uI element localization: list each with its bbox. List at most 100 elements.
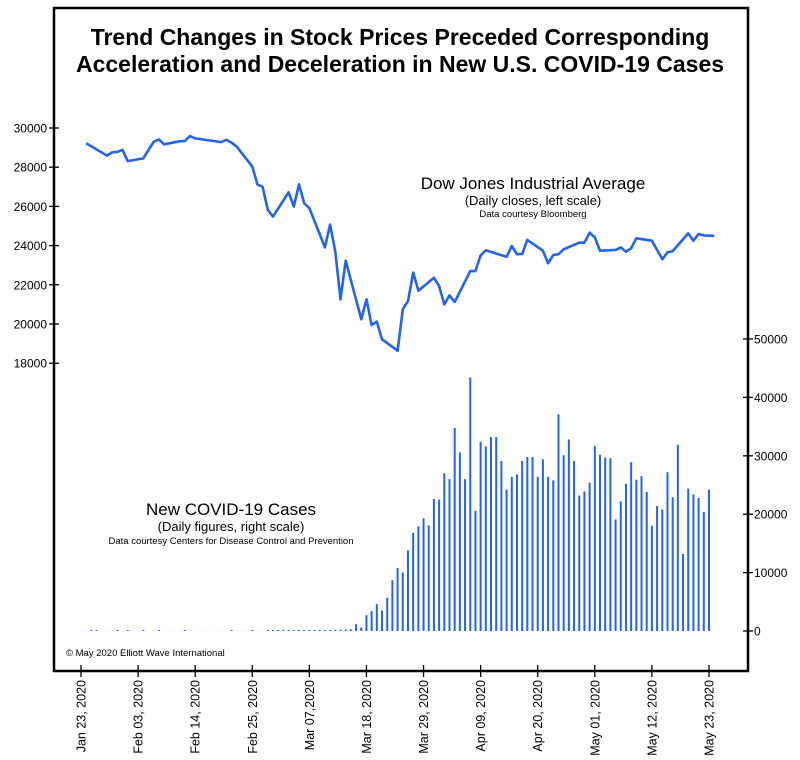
covid-bar: [578, 495, 581, 631]
left-tick-label: 26000: [14, 200, 48, 214]
x-tick-label: Feb 25, 2020: [246, 680, 260, 754]
x-tick-label: Apr 20, 2020: [531, 680, 545, 752]
covid-bar: [630, 462, 633, 631]
covid-bar: [593, 445, 596, 631]
covid-source: Data courtesy Centers for Disease Contro…: [108, 536, 353, 547]
covid-bar: [650, 525, 653, 631]
covid-bar: [349, 629, 352, 631]
covid-bar: [417, 526, 420, 631]
dow-label: Dow Jones Industrial Average: [421, 174, 646, 193]
covid-bar: [656, 506, 659, 631]
right-axis: 0 10000 20000 30000 40000 50000: [743, 333, 788, 639]
covid-bar: [495, 437, 498, 631]
covid-bar: [152, 630, 155, 631]
covid-bar: [214, 630, 217, 631]
covid-bar: [557, 414, 560, 631]
covid-bar: [194, 630, 197, 631]
x-tick-label: Feb 14, 2020: [189, 680, 203, 754]
covid-bar: [183, 630, 186, 631]
covid-bar: [583, 491, 586, 631]
covid-bar: [547, 476, 550, 631]
covid-bar: [469, 377, 472, 631]
covid-bar: [157, 630, 160, 631]
covid-bar: [604, 457, 607, 631]
covid-bar: [661, 509, 664, 631]
plot-frame: [52, 6, 750, 673]
covid-bar: [220, 630, 223, 631]
right-tick-label: 0: [754, 625, 761, 639]
covid-bar: [541, 459, 544, 631]
covid-bar: [401, 572, 404, 631]
covid-bar: [90, 630, 93, 631]
covid-bar: [292, 630, 295, 631]
covid-bar: [645, 492, 648, 631]
covid-bar: [308, 630, 311, 631]
dow-sublabel: (Daily closes, left scale): [465, 193, 602, 208]
covid-bar: [396, 567, 399, 631]
covid-bar: [682, 553, 685, 631]
covid-bar: [562, 455, 565, 631]
x-tick-label: May 01, 2020: [588, 680, 602, 756]
covid-bar: [126, 630, 129, 631]
covid-bar: [287, 630, 290, 631]
covid-bar: [567, 439, 570, 631]
covid-bar: [303, 630, 306, 631]
covid-bar: [552, 480, 555, 631]
dow-line-group: [85, 134, 715, 353]
covid-bar: [635, 479, 638, 631]
chart-title-line-2: Acceleration and Deceleration in New U.S…: [76, 51, 724, 77]
covid-bar: [412, 532, 415, 631]
right-tick-label: 40000: [754, 391, 788, 405]
covid-bar: [230, 630, 233, 631]
covid-bar: [458, 452, 461, 631]
covid-bar: [163, 630, 166, 631]
covid-bar: [505, 489, 508, 631]
left-tick-label: 20000: [14, 318, 48, 332]
covid-bar: [318, 630, 321, 631]
covid-bar: [142, 630, 145, 631]
covid-bar: [173, 630, 176, 631]
covid-bar: [199, 630, 202, 631]
covid-bar: [370, 611, 373, 631]
covid-bar: [490, 437, 493, 631]
covid-bar: [277, 630, 280, 631]
x-tick-label: May 12, 2020: [645, 680, 659, 756]
covid-bar: [209, 630, 212, 631]
covid-bar: [297, 630, 300, 631]
right-tick-label: 30000: [754, 449, 788, 463]
covid-bar: [707, 489, 710, 631]
covid-bar: [80, 630, 82, 631]
covid-bar: [526, 456, 529, 631]
covid-bar: [464, 479, 467, 631]
covid-bar: [624, 483, 627, 631]
covid-sublabel: (Daily figures, right scale): [158, 519, 305, 534]
covid-bar: [614, 519, 617, 631]
covid-bar: [443, 473, 446, 631]
covid-bar: [111, 630, 114, 631]
covid-bar: [256, 630, 259, 631]
covid-bar: [355, 624, 358, 631]
left-tick-label: 22000: [14, 278, 48, 292]
right-tick-label: 10000: [754, 566, 788, 580]
covid-bar: [272, 630, 275, 631]
covid-bar: [246, 630, 249, 631]
covid-bar: [521, 461, 524, 631]
right-tick-label: 20000: [754, 508, 788, 522]
covid-bar: [105, 630, 108, 631]
covid-bar: [484, 446, 487, 631]
x-tick-label: Feb 03, 2020: [132, 680, 146, 754]
x-tick-label: Apr 09, 2020: [474, 680, 488, 752]
covid-bar: [188, 630, 191, 631]
covid-bar: [510, 476, 513, 631]
left-tick-label: 24000: [14, 239, 48, 253]
x-tick-label: Jan 23, 2020: [75, 680, 89, 752]
covid-bar: [204, 630, 207, 631]
covid-bar: [334, 629, 337, 631]
covid-bar: [500, 461, 503, 631]
covid-bar: [619, 501, 622, 631]
covid-bar: [573, 461, 576, 631]
covid-bar: [697, 497, 700, 631]
covid-bar: [671, 497, 674, 631]
covid-bar: [137, 630, 140, 631]
covid-bar: [225, 630, 228, 631]
